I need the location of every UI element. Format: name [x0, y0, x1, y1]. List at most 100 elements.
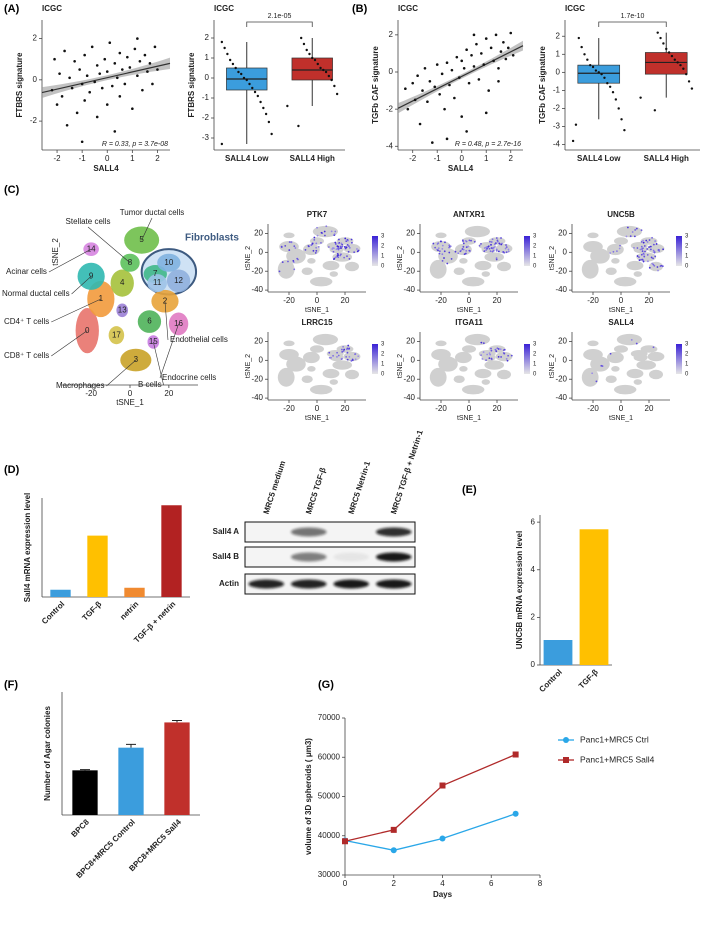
- x-tick-label: SALL4 High: [290, 154, 335, 163]
- cell-type-label: CD4⁺ T cells: [4, 317, 49, 326]
- colorbar-label: 1: [685, 254, 689, 260]
- panel-label: (D): [4, 464, 20, 476]
- cluster-label: 15: [149, 337, 158, 346]
- colorbar: [676, 236, 682, 266]
- point: [253, 90, 257, 94]
- point: [245, 78, 248, 82]
- expression-dot: [482, 351, 485, 353]
- expression-dot: [657, 269, 659, 272]
- cluster-region: [166, 269, 191, 293]
- point: [248, 82, 251, 86]
- y-tick-label: 60000: [318, 752, 341, 761]
- cell-type-label: Endothelial cells: [170, 335, 228, 344]
- expression-dot: [640, 245, 643, 248]
- point: [136, 37, 139, 40]
- point: [455, 55, 459, 59]
- point: [484, 111, 488, 115]
- expression-dot: [638, 256, 640, 259]
- legend-marker: [563, 757, 569, 763]
- y-tick-label: 50000: [318, 792, 341, 801]
- expression-dot: [449, 245, 452, 248]
- expression-dot: [648, 266, 651, 269]
- x-tick-label: 20: [645, 404, 654, 413]
- x-tick-label: 20: [341, 296, 350, 305]
- expression-dot: [356, 250, 359, 253]
- cell-region: [605, 375, 617, 383]
- y-tick-label: 20: [406, 229, 415, 238]
- chart-title: LRRC15: [301, 318, 333, 327]
- cell-region: [474, 368, 492, 379]
- legend-marker: [563, 737, 569, 743]
- x-tick-label: -20: [85, 389, 97, 398]
- cluster-label: 1: [99, 294, 104, 303]
- expression-dot: [652, 251, 655, 253]
- expression-dot: [502, 251, 505, 253]
- expression-dot: [499, 348, 502, 351]
- cell-region: [283, 340, 295, 347]
- expression-dot: [311, 242, 314, 245]
- point: [113, 130, 117, 133]
- point: [231, 62, 235, 66]
- point: [594, 69, 598, 72]
- cell-region: [581, 259, 599, 279]
- expression-dot: [489, 250, 492, 253]
- point: [465, 48, 468, 52]
- point: [103, 57, 107, 61]
- cell-region: [332, 252, 353, 262]
- expression-dot: [307, 245, 310, 248]
- expression-dot: [334, 230, 337, 233]
- y-tick-label: -2: [386, 104, 394, 113]
- band: [248, 579, 285, 589]
- cell-region: [345, 369, 359, 380]
- expression-dot: [652, 346, 655, 349]
- expression-dot: [652, 243, 655, 246]
- y-tick-label: 0: [556, 67, 561, 76]
- bar: [579, 529, 609, 665]
- y-tick-label: 20: [558, 229, 567, 238]
- expression-dot: [438, 252, 441, 255]
- box: [577, 64, 621, 84]
- point: [431, 141, 434, 144]
- point: [234, 66, 237, 70]
- point: [511, 53, 515, 57]
- y-tick-label: 20: [254, 337, 263, 346]
- expression-dot: [294, 247, 297, 249]
- marker: [439, 835, 446, 842]
- leader-line: [141, 217, 153, 241]
- colorbar: [676, 344, 682, 374]
- band: [290, 579, 327, 589]
- cell-region: [611, 258, 620, 264]
- point: [411, 81, 415, 85]
- point: [406, 107, 410, 111]
- chart-title: UNC5B: [607, 210, 635, 219]
- series-line: [344, 813, 516, 851]
- expression-dot: [325, 225, 328, 228]
- colorbar-label: 1: [685, 362, 689, 368]
- expression-dot: [292, 261, 295, 264]
- leader-line: [153, 341, 164, 386]
- point: [477, 78, 481, 81]
- y-axis-label: Number of Agar colonies: [43, 706, 52, 801]
- x-tick-label: -20: [435, 296, 447, 305]
- point: [264, 112, 268, 116]
- expression-dot: [490, 243, 492, 246]
- y-axis-label: tSNE_2: [245, 354, 252, 378]
- expression-dot: [467, 245, 470, 248]
- expression-dot: [288, 249, 291, 251]
- bar: [543, 640, 573, 665]
- chart-title: ICGC: [42, 4, 62, 13]
- expression-dot: [495, 248, 498, 251]
- row-label: Sall4 A: [213, 527, 240, 536]
- expression-dot: [500, 243, 503, 246]
- expression-dot: [498, 242, 501, 245]
- expression-dot: [344, 237, 347, 240]
- point: [472, 65, 476, 68]
- expression-dot: [652, 257, 654, 260]
- x-tick-label: 0: [467, 404, 472, 413]
- expression-dot: [646, 248, 649, 250]
- expression-dot: [339, 245, 342, 248]
- expression-dot: [495, 258, 498, 261]
- x-tick-label: -1: [434, 154, 442, 163]
